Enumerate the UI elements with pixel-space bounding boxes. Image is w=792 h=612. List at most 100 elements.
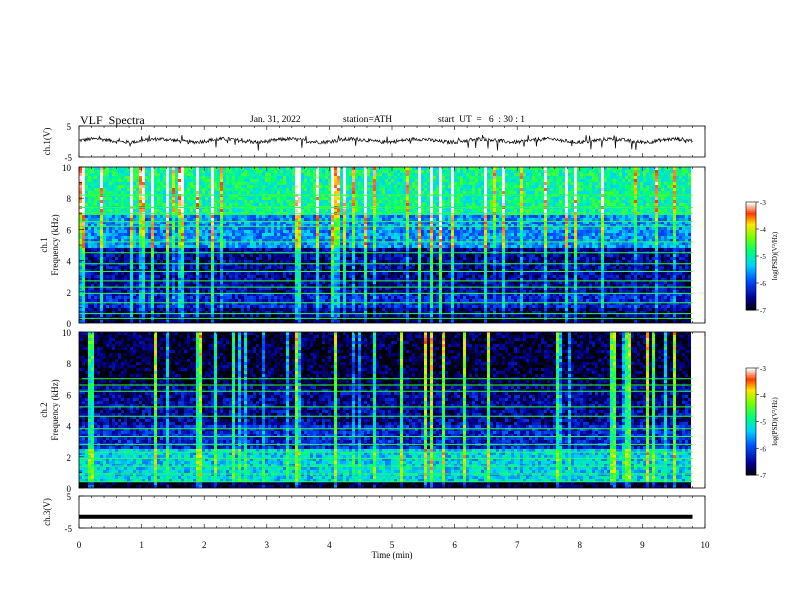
spectrogram-cell bbox=[124, 227, 127, 230]
spectrogram-cell bbox=[208, 203, 211, 206]
spectrogram-cell bbox=[613, 191, 616, 194]
spectrogram-cell bbox=[511, 203, 514, 206]
spectrogram-cell bbox=[157, 182, 160, 185]
spectrogram-cell bbox=[655, 233, 658, 236]
spectrogram-cell bbox=[319, 179, 322, 182]
spectrogram-cell bbox=[613, 188, 616, 191]
spectrogram-cell bbox=[460, 176, 463, 179]
spectrogram-cell bbox=[568, 230, 571, 233]
spectrogram-cell bbox=[343, 233, 346, 236]
spectrogram-cell bbox=[616, 233, 619, 236]
spectrogram-cell bbox=[541, 176, 544, 179]
spectrogram-cell bbox=[661, 167, 664, 170]
spectrogram-cell bbox=[670, 230, 673, 233]
spectrogram-cell bbox=[160, 236, 163, 239]
spectrogram-cell bbox=[634, 236, 637, 239]
spectrogram-cell bbox=[403, 227, 406, 230]
spectrogram-cell bbox=[79, 215, 82, 218]
spectrogram-cell bbox=[208, 230, 211, 233]
spectrogram-cell bbox=[265, 191, 268, 194]
spectrogram-cell bbox=[244, 182, 247, 185]
spectrogram-cell bbox=[616, 185, 619, 188]
spectrogram-cell bbox=[256, 218, 259, 221]
spectrogram-cell bbox=[88, 173, 91, 176]
spectrogram-cell bbox=[409, 197, 412, 200]
spectrogram-cell bbox=[385, 233, 388, 236]
spectrogram-cell bbox=[451, 191, 454, 194]
spectrogram-cell bbox=[679, 218, 682, 221]
spectrogram-cell bbox=[463, 200, 466, 203]
spectrogram-cell bbox=[481, 227, 484, 230]
spectrogram-cell bbox=[139, 191, 142, 194]
spectrogram-cell bbox=[382, 227, 385, 230]
spectrogram-cell bbox=[142, 170, 145, 173]
spectrogram-cell bbox=[583, 218, 586, 221]
spectrogram-cell bbox=[472, 203, 475, 206]
spectrogram-cell bbox=[277, 182, 280, 185]
spectrogram-cell bbox=[241, 179, 244, 182]
spectrogram-cell bbox=[223, 167, 226, 170]
spectrogram-cell bbox=[367, 209, 370, 212]
spectrogram-cell bbox=[115, 200, 118, 203]
spectrogram-cell bbox=[427, 197, 430, 200]
spectrogram-cell bbox=[688, 200, 691, 203]
spectrogram-cell bbox=[676, 173, 679, 176]
spectrogram-cell bbox=[97, 170, 100, 173]
spectrogram-cell bbox=[304, 188, 307, 191]
spectrogram-cell bbox=[208, 179, 211, 182]
spectrogram-cell bbox=[361, 185, 364, 188]
spectrogram-cell bbox=[157, 191, 160, 194]
spectrogram-cell bbox=[424, 179, 427, 182]
spectrogram-cell bbox=[112, 209, 115, 212]
spectrogram-cell bbox=[655, 176, 658, 179]
spectrogram-cell bbox=[439, 233, 442, 236]
spectrogram-cell bbox=[244, 227, 247, 230]
spectrogram-cell bbox=[493, 197, 496, 200]
spectrogram-cell bbox=[622, 197, 625, 200]
spectrogram-cell bbox=[433, 200, 436, 203]
spectrogram-cell bbox=[259, 215, 262, 218]
spectrogram-cell bbox=[652, 230, 655, 233]
spectrogram-cell bbox=[181, 182, 184, 185]
spectrogram-cell bbox=[445, 203, 448, 206]
spectrogram-cell bbox=[322, 215, 325, 218]
spectrogram-cell bbox=[349, 197, 352, 200]
spectrogram-cell bbox=[679, 203, 682, 206]
spectrogram-cell bbox=[625, 182, 628, 185]
spectrogram-cell bbox=[172, 188, 175, 191]
spectrogram-cell bbox=[322, 227, 325, 230]
spectrogram-cell bbox=[322, 173, 325, 176]
spectrogram-cell bbox=[298, 218, 301, 221]
spectrogram-cell bbox=[445, 188, 448, 191]
spectrogram-cell bbox=[301, 227, 304, 230]
spectrogram-cell bbox=[328, 176, 331, 179]
spectrogram-cell bbox=[664, 197, 667, 200]
spectrogram-cell bbox=[289, 182, 292, 185]
spectrogram-cell bbox=[235, 188, 238, 191]
spectrogram-cell bbox=[454, 179, 457, 182]
spectrogram-cell bbox=[421, 236, 424, 239]
spectrogram-cell bbox=[352, 203, 355, 206]
spectrogram-cell bbox=[601, 167, 604, 170]
spectrogram-cell bbox=[364, 182, 367, 185]
spectrogram-cell bbox=[136, 182, 139, 185]
spectrogram-cell bbox=[664, 209, 667, 212]
spectrogram-cell bbox=[610, 191, 613, 194]
spectrogram-cell bbox=[106, 191, 109, 194]
spectrogram-cell bbox=[457, 209, 460, 212]
spectrogram-cell bbox=[376, 176, 379, 179]
spectrogram-cell bbox=[628, 179, 631, 182]
spectrogram-cell bbox=[520, 203, 523, 206]
spectrogram-cell bbox=[493, 167, 496, 170]
spectrogram-cell bbox=[505, 215, 508, 218]
spectrogram-cell bbox=[592, 197, 595, 200]
spectrogram-cell bbox=[439, 185, 442, 188]
spectrogram-cell bbox=[556, 236, 559, 239]
spectrogram-cell bbox=[490, 188, 493, 191]
spectrogram-cell bbox=[166, 173, 169, 176]
spectrogram-cell bbox=[451, 176, 454, 179]
spectrogram-cell bbox=[436, 197, 439, 200]
spectrogram-cell bbox=[184, 200, 187, 203]
spectrogram-cell bbox=[223, 233, 226, 236]
spectrogram-cell bbox=[187, 227, 190, 230]
